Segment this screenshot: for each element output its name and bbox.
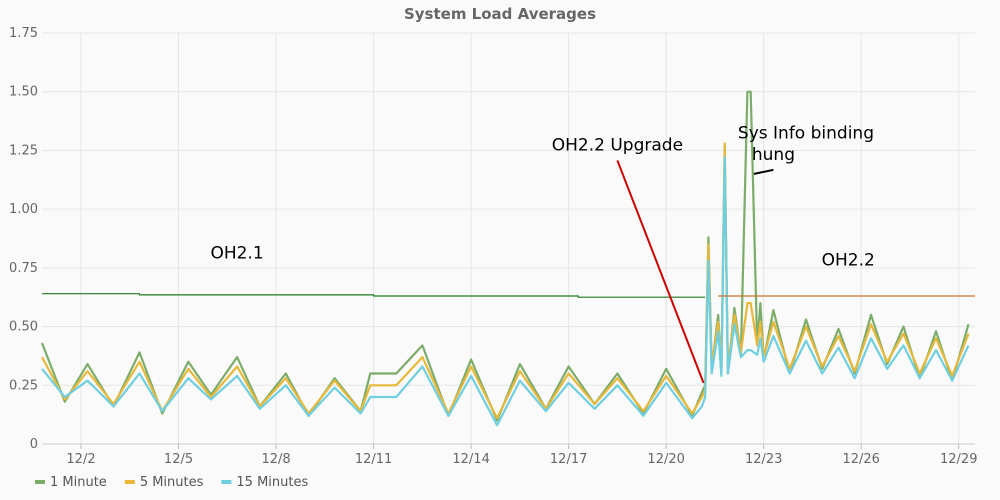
y-tick-label: 1.75 [9, 26, 38, 41]
axis-layer: 0 0.25 0.50 0.75 1.00 1.25 1.50 1.75 12/2 12/5 12/… [9, 26, 977, 467]
annotation-arrow [753, 168, 774, 175]
x-tick-label: 12/11 [355, 452, 392, 467]
annotation-text: Sys Info binding [738, 124, 874, 144]
grid-layer [42, 32, 975, 445]
series-layer [40, 90, 975, 427]
legend-label: 1 Minute [50, 475, 107, 490]
legend: 1 Minute 5 Minutes 15 Minutes [35, 475, 308, 490]
x-tick-label: 12/20 [647, 452, 684, 467]
x-tick-label: 12/2 [66, 452, 95, 467]
series-line-5-minutes [41, 142, 970, 420]
annotation-text: OH2.2 Upgrade [552, 135, 683, 155]
legend-label: 15 Minutes [236, 475, 308, 490]
y-tick-label: 1.50 [9, 85, 38, 100]
y-tick-label: 0.25 [9, 378, 38, 393]
annotation-text: hung [752, 145, 795, 165]
x-tick-label: 12/8 [261, 452, 290, 467]
chart-title: System Load Averages [404, 5, 596, 23]
y-tick-label: 0.75 [9, 261, 38, 276]
x-tick-label: 12/23 [745, 452, 782, 467]
y-tick-label: 1.25 [9, 143, 38, 158]
x-tick-label: 12/29 [940, 452, 977, 467]
series-line-15-minutes [41, 156, 970, 427]
y-tick-label: 1.00 [9, 202, 38, 217]
reference-line [42, 293, 706, 298]
annotation-arrow [616, 160, 705, 384]
x-tick-label: 12/17 [550, 452, 587, 467]
legend-label: 5 Minutes [140, 475, 204, 490]
x-tick-label: 12/14 [452, 452, 489, 467]
annotation-text: OH2.1 [210, 243, 263, 263]
y-tick-label: 0.50 [9, 320, 38, 335]
y-tick-label: 0 [30, 437, 38, 452]
x-tick-label: 12/5 [164, 452, 193, 467]
x-tick-label: 12/26 [842, 452, 879, 467]
annotation-text: OH2.2 [822, 251, 875, 271]
